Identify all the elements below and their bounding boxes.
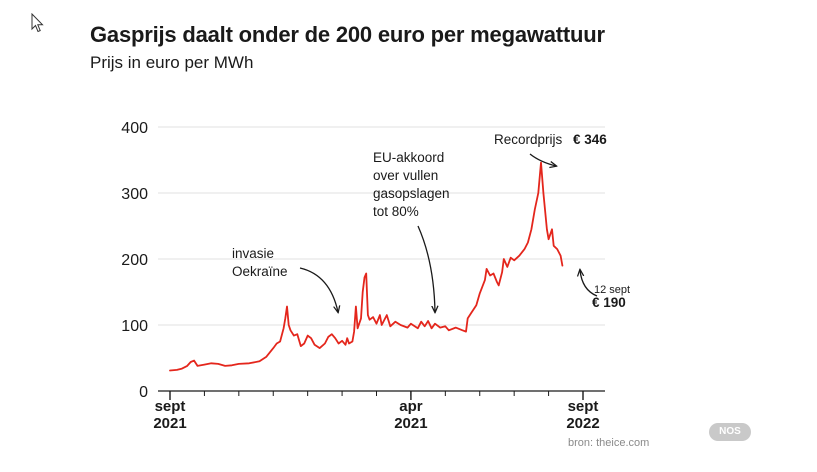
nos-badge: NOS xyxy=(709,423,751,441)
x-tick-label-line1: sept xyxy=(155,398,186,415)
x-tick-label-line1: apr xyxy=(399,398,423,415)
y-tick-label: 100 xyxy=(121,318,148,335)
y-tick-label: 200 xyxy=(121,252,148,269)
x-tick-label-line1: sept xyxy=(568,398,599,415)
mouse-cursor-icon xyxy=(31,13,44,33)
y-tick-label: 400 xyxy=(121,120,148,137)
annotation-invasion-line1: invasie xyxy=(232,246,274,261)
x-axis-minor-ticks xyxy=(169,391,584,396)
annotation-invasion-line2: Oekraïne xyxy=(232,264,288,279)
x-tick-label-line2: 2021 xyxy=(394,415,427,432)
chart-subtitle: Prijs in euro per MWh xyxy=(90,53,254,72)
y-axis-ticks: 0 100 200 300 400 xyxy=(121,120,148,401)
annotation-eu-line4: tot 80% xyxy=(373,204,419,219)
annotation-record-arrow xyxy=(529,153,556,166)
annotation-eu-line3: gasopslagen xyxy=(373,186,450,201)
source-note: bron: theice.com xyxy=(568,437,650,449)
y-tick-label: 0 xyxy=(139,384,148,401)
x-tick-label-line2: 2022 xyxy=(566,415,599,432)
annotation-eu-agreement: EU-akkoord over vullen gasopslagen tot 8… xyxy=(373,150,450,312)
annotation-invasion-arrow xyxy=(299,267,338,312)
annotation-invasion: invasie Oekraïne xyxy=(232,246,338,312)
series-line-gas-price xyxy=(169,161,564,372)
annotation-eu-arrow xyxy=(417,225,435,312)
annotation-record-value: € 346 xyxy=(573,132,607,147)
annotation-eu-line1: EU-akkoord xyxy=(373,150,444,165)
annotation-latest: 12 sept € 190 xyxy=(580,270,630,310)
annotation-latest-value: € 190 xyxy=(592,295,626,310)
y-tick-label: 300 xyxy=(121,186,148,203)
chart-title: Gasprijs daalt onder de 200 euro per meg… xyxy=(90,22,605,47)
annotation-eu-line2: over vullen xyxy=(373,168,438,183)
annotation-latest-date: 12 sept xyxy=(594,284,630,296)
annotation-record-label: Recordprijs xyxy=(494,132,563,147)
annotation-record: Recordprijs € 346 xyxy=(494,132,607,166)
annotation-latest-arrow xyxy=(580,270,598,297)
x-tick-label-line2: 2021 xyxy=(153,415,186,432)
